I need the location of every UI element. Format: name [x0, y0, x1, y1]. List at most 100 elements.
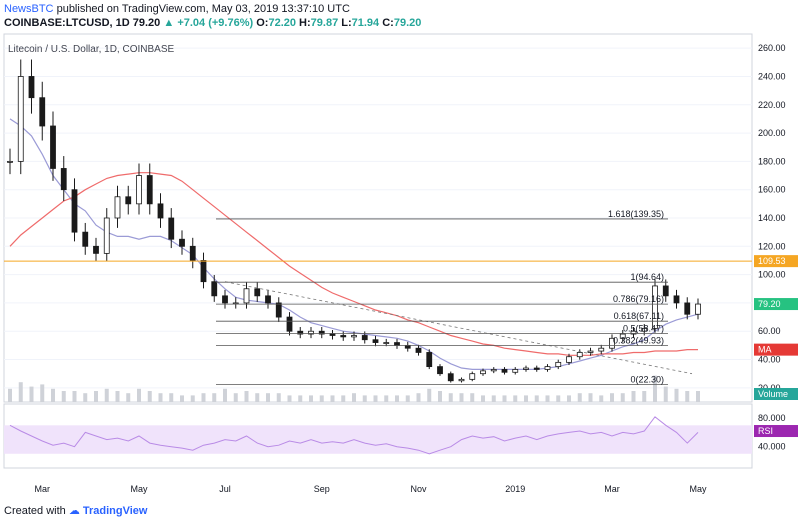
close-label: C: — [382, 17, 394, 29]
candle-body — [372, 339, 379, 343]
y-tick-label: 220.00 — [758, 100, 786, 110]
symbol-label: COINBASE:LTCUSD, 1D — [4, 17, 130, 29]
volume-bar — [502, 395, 507, 402]
volume-bar — [255, 393, 260, 402]
candle-body — [501, 369, 508, 373]
candle-body — [28, 76, 35, 99]
volume-bar — [61, 391, 66, 402]
volume-bar — [244, 391, 249, 402]
candle-body — [200, 260, 207, 283]
volume-bar — [373, 395, 378, 402]
rsi-tick-label: 80.000 — [758, 413, 786, 423]
fib-level-label: 0.786(79.16) — [613, 294, 664, 304]
change-value: +7.04 (+9.76%) — [177, 17, 254, 29]
candle-body — [480, 370, 486, 375]
candle-body — [458, 378, 465, 382]
candle-body — [125, 196, 132, 205]
candle-body — [60, 168, 67, 191]
candle-body — [318, 330, 325, 335]
x-tick-label: 2019 — [505, 484, 525, 494]
candle-body — [146, 175, 153, 205]
price-badge-text: 79.20 — [758, 299, 781, 309]
ma-slow-line — [9, 172, 698, 356]
candle-body — [254, 288, 261, 297]
publish-line: NewsBTC published on TradingView.com, Ma… — [4, 2, 350, 16]
candle-body — [566, 356, 572, 363]
fib-level-label: 0.5(58.47) — [623, 323, 664, 333]
tradingview-logo-icon: ☁ — [68, 505, 80, 517]
volume-bar — [459, 393, 464, 402]
candle-body — [265, 295, 271, 304]
candle-body — [329, 333, 336, 336]
volume-bar — [481, 395, 485, 402]
volume-bar — [352, 393, 356, 402]
candle-body — [82, 231, 89, 247]
candle-body — [523, 367, 529, 370]
candle-body — [695, 303, 701, 315]
volume-bar — [266, 393, 270, 402]
rsi-line — [9, 416, 699, 455]
candle-body — [394, 342, 400, 346]
volume-bar — [610, 393, 614, 402]
volume-bar — [524, 395, 528, 402]
volume-bar — [491, 395, 496, 402]
volume-bar — [341, 395, 346, 402]
candle-body — [490, 369, 497, 372]
candle-body — [340, 335, 347, 338]
candle-body — [361, 335, 368, 341]
created-with-text: Created with — [4, 505, 66, 517]
candle-body — [652, 285, 658, 329]
volume-bar — [94, 391, 98, 402]
y-tick-label: 160.00 — [758, 185, 786, 195]
candle-body — [641, 327, 648, 332]
candle-body — [426, 352, 433, 368]
rsi-tick-label: 40.000 — [758, 442, 786, 452]
y-tick-label: 180.00 — [758, 156, 786, 166]
volume-bar — [158, 393, 163, 402]
candle-body — [415, 347, 422, 353]
volume-bar — [545, 395, 550, 402]
candle-body — [544, 366, 551, 370]
volume-bar — [620, 393, 625, 402]
volume-bar — [405, 395, 410, 402]
candle-body — [297, 330, 304, 335]
x-tick-label: May — [130, 484, 148, 494]
footer: Created with ☁ TradingView — [4, 504, 147, 517]
candle-body — [662, 285, 669, 297]
candle-body — [469, 373, 476, 380]
publisher-name[interactable]: NewsBTC — [4, 3, 54, 15]
candle-body — [222, 295, 228, 304]
volume-bar — [395, 395, 399, 402]
candle-body — [7, 160, 13, 163]
fib-level-label: 0.618(67.11) — [614, 311, 664, 321]
volume-bar — [470, 393, 475, 402]
volume-bar — [330, 395, 335, 402]
ma-badge-text: MA — [758, 345, 772, 355]
candle-body — [275, 302, 282, 318]
open-label: O: — [256, 17, 269, 29]
candle-body — [17, 76, 24, 162]
volume-bar — [212, 393, 217, 402]
candle-body — [447, 373, 454, 382]
candle-body — [684, 302, 691, 315]
x-tick-label: Mar — [35, 484, 51, 494]
y-tick-label: 120.00 — [758, 241, 786, 251]
volume-bar — [653, 375, 657, 402]
candle-body — [619, 333, 626, 339]
volume-bar — [72, 391, 77, 402]
candle-body — [598, 347, 605, 352]
volume-bar — [556, 395, 561, 402]
volume-bar — [83, 393, 88, 402]
candle-body — [179, 238, 185, 247]
volume-bar — [287, 395, 292, 402]
candle-body — [308, 330, 314, 335]
volume-bar — [115, 391, 120, 402]
volume-bar — [696, 391, 700, 402]
rsi-band — [4, 425, 752, 454]
fib-level-label: 0.382(49.93) — [613, 335, 664, 345]
volume-bar — [448, 393, 453, 402]
tradingview-brand[interactable]: TradingView — [82, 505, 148, 517]
volume-bar — [427, 388, 432, 402]
volume-bar — [233, 393, 238, 402]
